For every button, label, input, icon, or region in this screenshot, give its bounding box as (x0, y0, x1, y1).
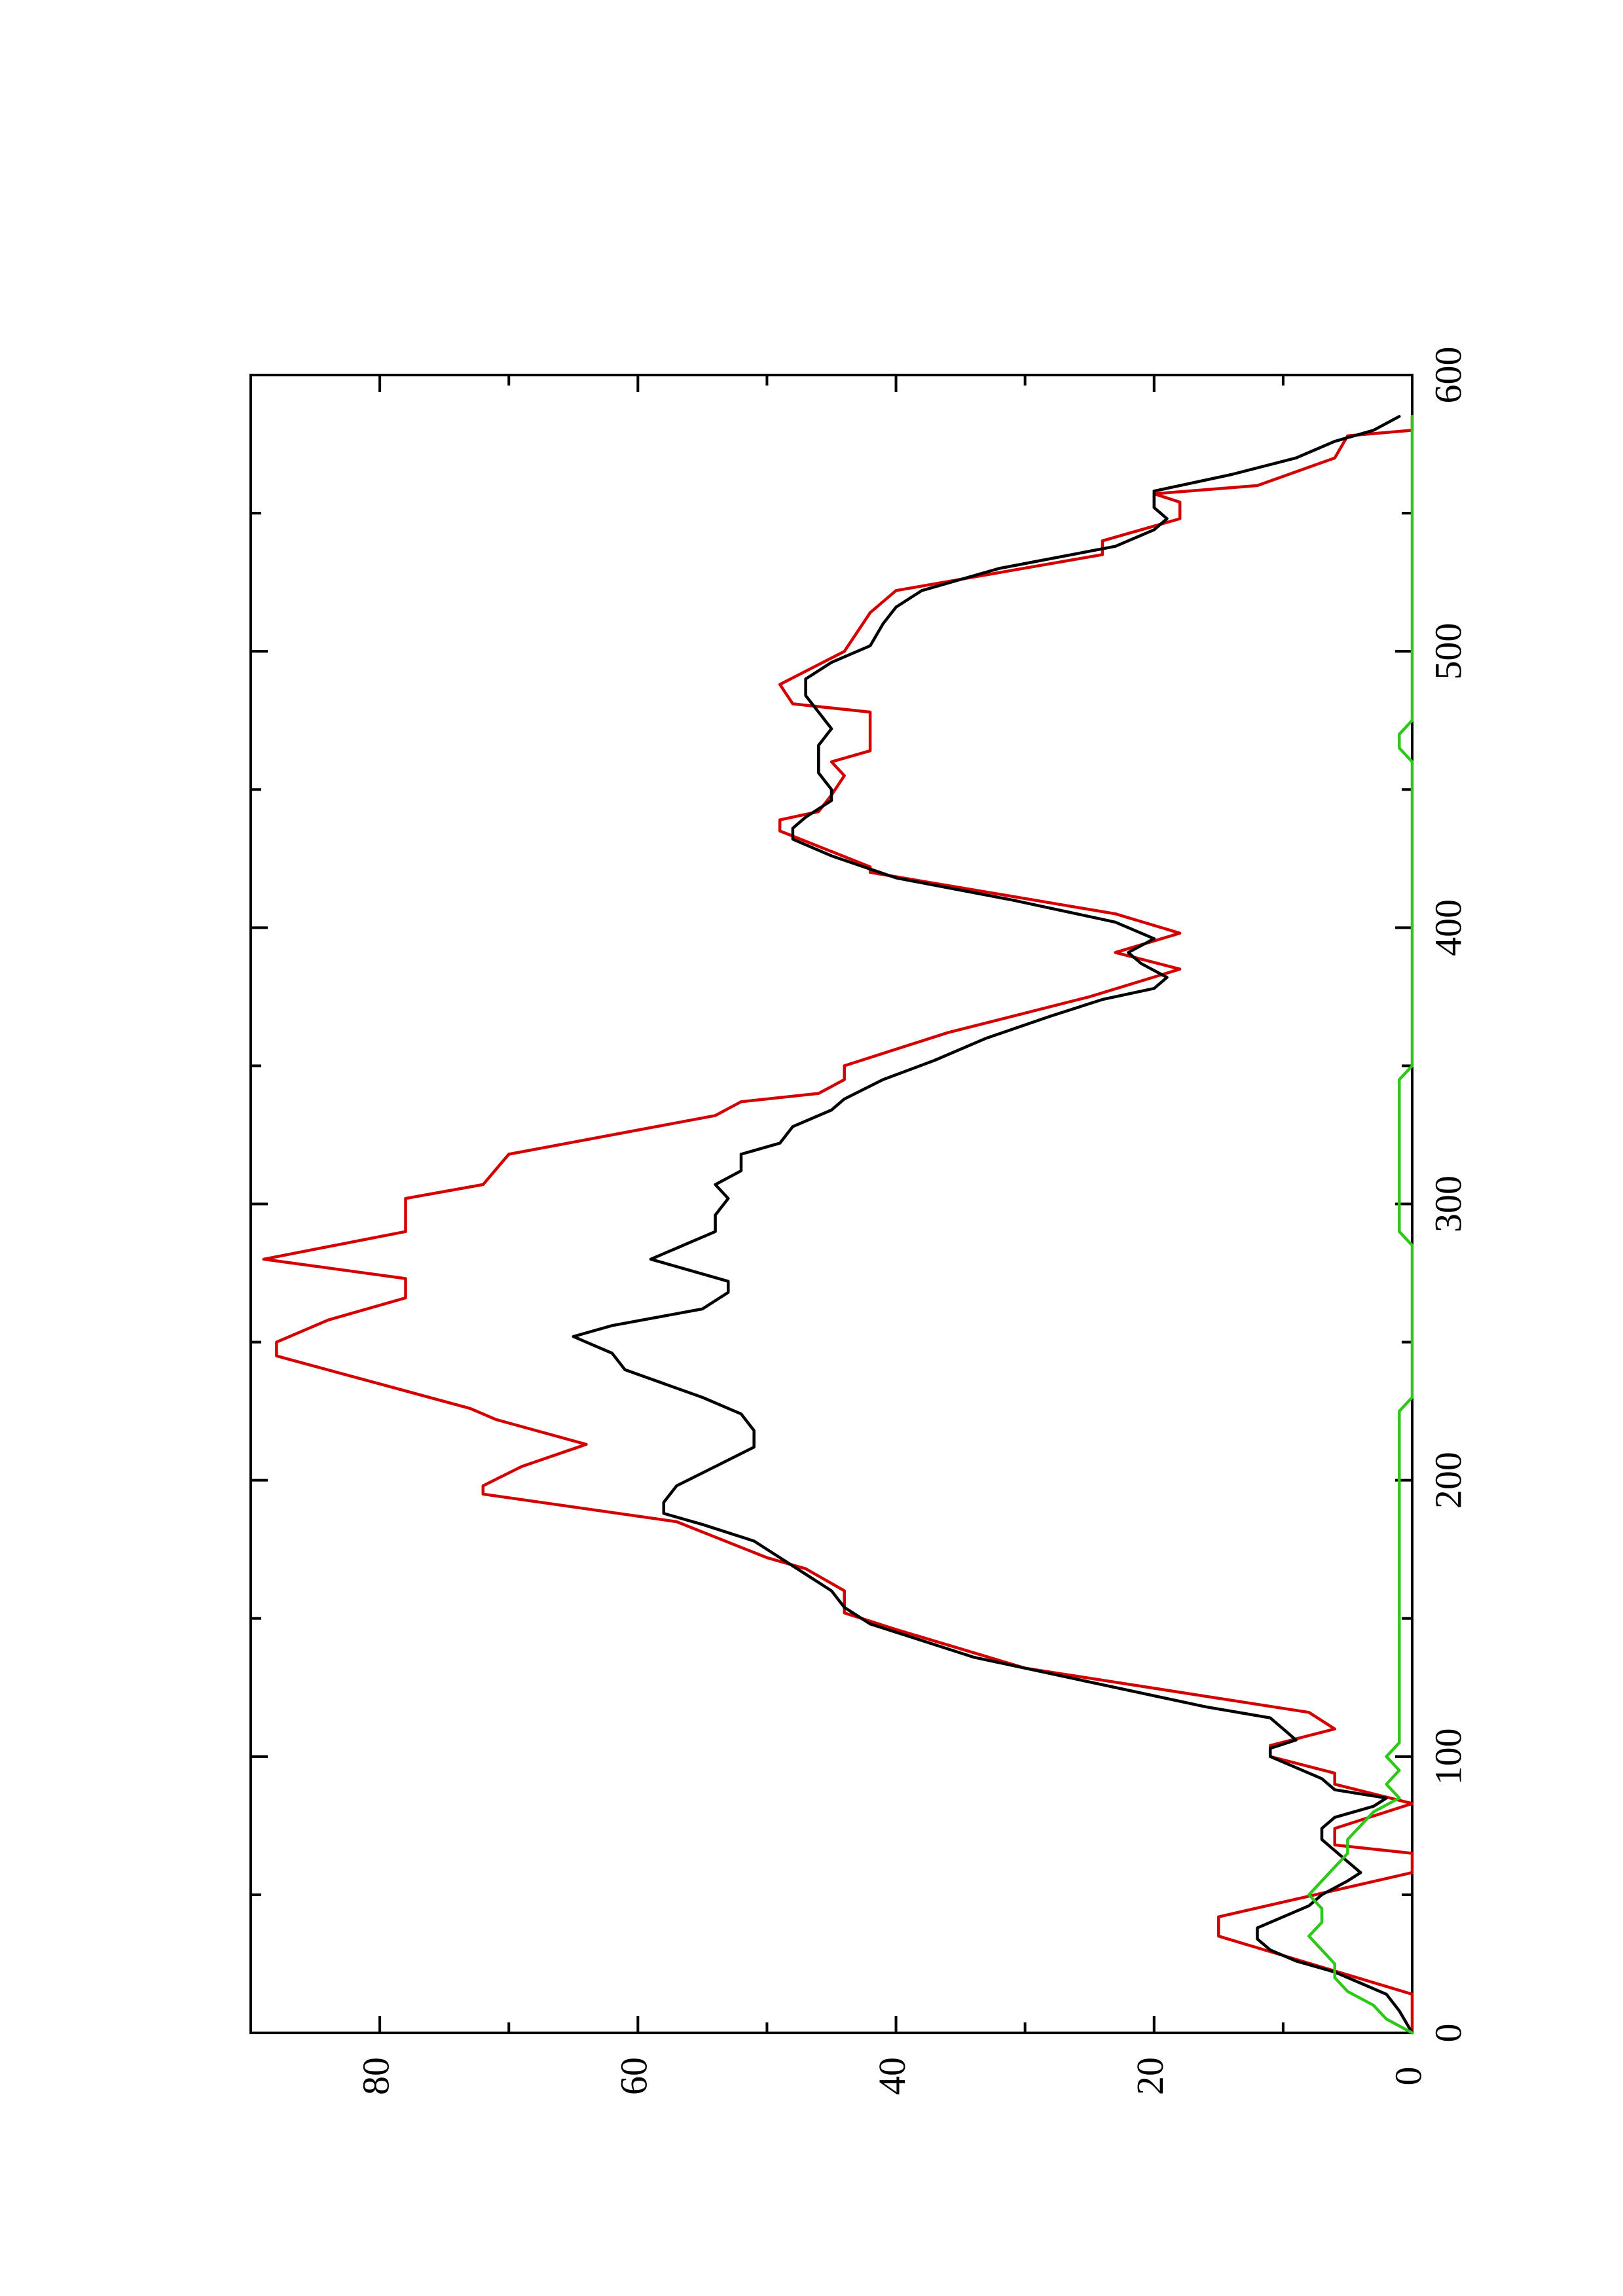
x-tick-label: 200 (1427, 1452, 1469, 1509)
tick-labels: 0 100 200 300 400 500 600 0 20 40 60 80 (354, 347, 1469, 2096)
x-tick-label: 300 (1427, 1175, 1469, 1232)
y-tick-label: 80 (354, 2057, 397, 2095)
x-tick-label: 0 (1427, 2024, 1469, 2043)
series-layer (262, 415, 1414, 2035)
axis-ticks (249, 374, 1413, 2034)
x-tick-label: 100 (1427, 1728, 1469, 1785)
series-line-1 (262, 415, 1414, 2035)
plot-frame (249, 374, 1413, 2034)
y-tick-label: 40 (871, 2057, 913, 2095)
x-tick-label: 600 (1427, 347, 1469, 404)
series-line-2 (572, 415, 1414, 2035)
series-line-3 (1307, 415, 1414, 2035)
x-tick-label: 500 (1427, 623, 1469, 680)
y-tick-label: 0 (1387, 2067, 1429, 2086)
x-tick-label: 400 (1427, 899, 1469, 956)
y-tick-label: 60 (613, 2057, 655, 2095)
y-tick-label: 20 (1129, 2057, 1171, 2095)
